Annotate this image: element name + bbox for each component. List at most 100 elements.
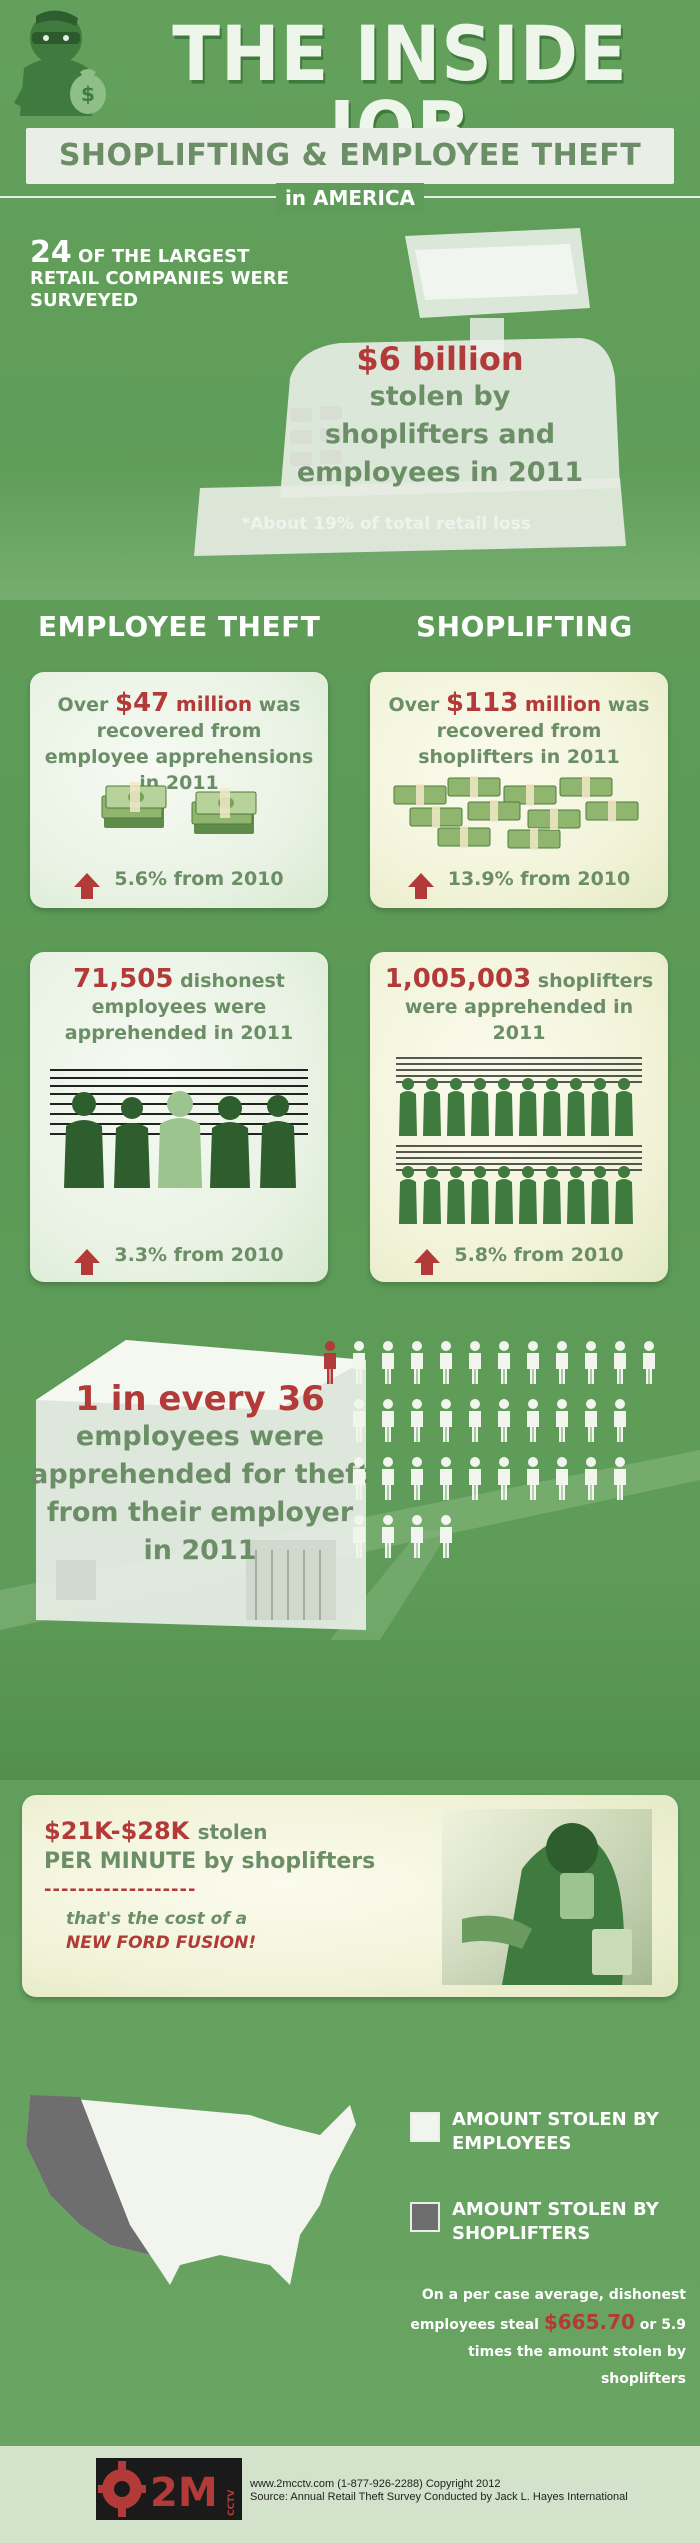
- person-figure: [498, 1399, 510, 1442]
- footer: 2M CCTV www.2mcctv.com (1-877-926-2288) …: [0, 2446, 700, 2543]
- per-minute-card: $21K-$28K stolen PER MINUTE by shoplifte…: [22, 1795, 678, 1997]
- employee-recovered-card: Over $47 million was recovered from empl…: [30, 672, 328, 908]
- legend-employees-swatch: [410, 2112, 440, 2142]
- person-figure: [469, 1457, 481, 1500]
- person-figure: [469, 1399, 481, 1442]
- per-case-text: employees steal: [410, 2317, 544, 2333]
- shoplift-recovered-change: 13.9% from 2010: [370, 868, 668, 890]
- shoplift-apprehended-change: 5.8% from 2010: [370, 1244, 668, 1266]
- up-arrow-icon: [414, 1249, 440, 1263]
- shoplift-apprehended-text: 1,005,003 shoplifters were apprehended i…: [370, 966, 668, 1046]
- thief-icon: $: [6, 8, 116, 120]
- total-text-2: shoplifters and: [270, 416, 610, 454]
- per-minute-line4: NEW FORD FUSION!: [66, 1931, 256, 1955]
- person-figure: [353, 1341, 365, 1384]
- lineup-crowd-icon: [396, 1054, 642, 1226]
- per-case-statement: On a per case average, dishonest employe…: [400, 2282, 686, 2393]
- shoplift-apprehended-card: 1,005,003 shoplifters were apprehended i…: [370, 952, 668, 1282]
- employee-theft-heading: EMPLOYEE THEFT: [38, 610, 320, 643]
- subtitle: SHOPLIFTING & EMPLOYEE THEFT: [26, 138, 674, 173]
- employee-apprehended-change: 3.3% from 2010: [30, 1244, 328, 1266]
- person-figure: [527, 1399, 539, 1442]
- person-figure: [585, 1341, 597, 1384]
- per-minute-line2: PER MINUTE by shoplifters: [44, 1849, 375, 1874]
- legend-employees-label: AMOUNT STOLEN BY EMPLOYEES: [452, 2108, 672, 2156]
- person-figure: [556, 1457, 568, 1500]
- shoplift-recovered-amount: $113: [446, 688, 518, 718]
- shoplift-recovered-card: Over $113 million was recovered from sho…: [370, 672, 668, 908]
- person-figure: [556, 1399, 568, 1442]
- person-figure: [411, 1341, 423, 1384]
- prefix: Over: [389, 694, 446, 716]
- survey-statement: 24 OF THE LARGEST RETAIL COMPANIES WERE …: [30, 242, 290, 312]
- header: $ THE INSIDE JOB: [0, 0, 700, 130]
- people-figures: [316, 1340, 666, 1560]
- shoplifter-photo-icon: [442, 1809, 652, 1985]
- employee-recovered-amount: $47: [115, 688, 169, 718]
- lineup-icon: [50, 1064, 308, 1188]
- money-pile-icon: [388, 772, 652, 852]
- region-label: in AMERICA: [276, 183, 424, 213]
- per-case-line3: times the amount stolen by shoplifters: [400, 2339, 686, 2393]
- person-figure: [585, 1457, 597, 1500]
- employee-apprehended-count: 71,505: [73, 964, 173, 994]
- legend-shoplifters-swatch: [410, 2202, 440, 2232]
- total-amount: $6 billion: [270, 340, 610, 378]
- money-stack-icon: [100, 776, 270, 836]
- change-text: 5.8% from 2010: [454, 1244, 623, 1266]
- person-figure: [440, 1341, 452, 1384]
- svg-text:$: $: [81, 82, 95, 106]
- person-figure: [382, 1515, 394, 1558]
- change-text: 5.6% from 2010: [114, 868, 283, 890]
- person-figure: [411, 1515, 423, 1558]
- employee-apprehended-text: 71,505 dishonest employees were apprehen…: [30, 966, 328, 1046]
- total-text-1: stolen by: [270, 378, 610, 416]
- change-text: 13.9% from 2010: [448, 868, 631, 890]
- per-case-text: or 5.9: [635, 2317, 686, 2333]
- person-figure: [527, 1341, 539, 1384]
- person-figure: [411, 1399, 423, 1442]
- per-case-amount: $665.70: [544, 2310, 635, 2334]
- person-figure: [382, 1399, 394, 1442]
- person-figure: [614, 1399, 626, 1442]
- person-figure: [498, 1457, 510, 1500]
- person-figure: [382, 1457, 394, 1500]
- logo-small: CCTV: [227, 2490, 237, 2516]
- total-note: *About 19% of total retail loss: [186, 514, 586, 534]
- shoplifting-heading: SHOPLIFTING: [416, 610, 633, 643]
- person-figure: [498, 1341, 510, 1384]
- employee-recovered-change: 5.6% from 2010: [30, 868, 328, 890]
- person-figure: [585, 1399, 597, 1442]
- person-figure: [469, 1341, 481, 1384]
- person-figure: [440, 1399, 452, 1442]
- survey-count: 24: [30, 235, 72, 270]
- 2mcctv-logo: 2M CCTV: [96, 2458, 242, 2520]
- per-minute-line3: that's the cost of a: [66, 1907, 256, 1931]
- logo-text: 2M: [150, 2470, 218, 2516]
- per-case-line1: On a per case average, dishonest: [400, 2282, 686, 2309]
- person-figure: [353, 1399, 365, 1442]
- person-figure: [440, 1457, 452, 1500]
- employee-apprehended-card: 71,505 dishonest employees were apprehen…: [30, 952, 328, 1282]
- legend-shoplifters-label: AMOUNT STOLEN BY SHOPLIFTERS: [452, 2198, 672, 2246]
- person-figure: [643, 1341, 655, 1384]
- person-figure: [527, 1457, 539, 1500]
- per-minute-amount: $21K-$28K: [44, 1817, 189, 1845]
- footer-contact[interactable]: www.2mcctv.com (1-877-926-2288) Copyrigh…: [250, 2478, 500, 2490]
- person-figure: [614, 1457, 626, 1500]
- per-minute-divider: ------------------: [44, 1879, 196, 1900]
- usa-map: [20, 2085, 360, 2305]
- person-figure: [556, 1341, 568, 1384]
- per-minute-line1: $21K-$28K stolen: [44, 1817, 268, 1845]
- total-text-3: employees in 2011: [270, 454, 610, 492]
- person-figure: [440, 1515, 452, 1558]
- total-stolen: $6 billion stolen by shoplifters and emp…: [270, 340, 610, 492]
- shoplift-recovered-unit: million: [525, 692, 601, 716]
- per-case-line2: employees steal $665.70 or 5.9: [400, 2309, 686, 2339]
- up-arrow-icon: [74, 873, 100, 887]
- shoplift-recovered-text: Over $113 million was recovered from sho…: [370, 690, 668, 770]
- footer-source: Source: Annual Retail Theft Survey Condu…: [250, 2491, 628, 2503]
- person-figure: [382, 1341, 394, 1384]
- person-figure: [353, 1457, 365, 1500]
